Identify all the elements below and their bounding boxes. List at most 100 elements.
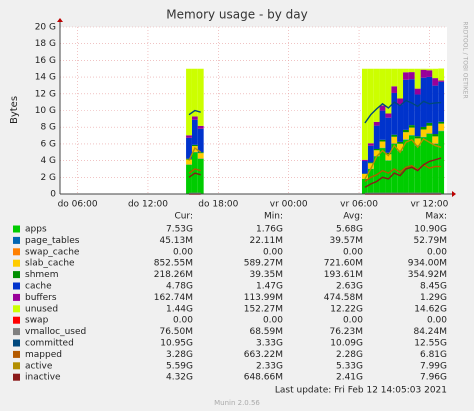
legend-swatch — [13, 305, 20, 313]
area-segment — [397, 68, 404, 99]
area-segment — [438, 121, 445, 124]
legend-stat: 218.26M — [154, 270, 193, 280]
legend-label: inactive — [25, 373, 61, 383]
area-segment — [385, 117, 392, 153]
legend-label: cache — [25, 282, 52, 292]
area-segment — [403, 132, 409, 140]
legend-label: swap_cache — [25, 247, 80, 257]
series-line — [188, 99, 442, 124]
legend-stat: 1.44G — [166, 304, 193, 314]
y-tick-label: 20 G — [35, 23, 56, 33]
area-segment — [414, 94, 421, 137]
area-segment — [197, 125, 204, 129]
legend-stat: 12.22G — [330, 304, 363, 314]
legend-stat: 0.00 — [427, 316, 447, 326]
legend-swatch — [13, 350, 20, 358]
y-tick-label: 14 G — [35, 73, 56, 83]
legend-swatch — [13, 271, 20, 279]
area-segment — [403, 79, 409, 130]
legend-stat: 0.00 — [263, 247, 283, 257]
area-segment — [385, 160, 392, 194]
legend-label: slab_cache — [25, 259, 75, 269]
area-segment — [186, 159, 192, 165]
area-segment — [414, 68, 421, 89]
legend-stat: 474.58M — [324, 293, 363, 303]
series-line — [188, 137, 442, 180]
stats-header: Avg: — [343, 212, 363, 222]
y-tick-label: 0 — [50, 190, 56, 200]
area-segment — [186, 68, 192, 136]
area-segment — [373, 68, 380, 122]
area-segment — [414, 138, 421, 146]
x-tick-label: vr 12:00 — [410, 200, 448, 210]
legend-label: vmalloc_used — [25, 327, 86, 337]
area-segment — [379, 68, 386, 106]
y-tick-label: 16 G — [35, 56, 56, 66]
area-segment — [361, 161, 368, 174]
area-segment — [367, 168, 374, 194]
area-segment — [438, 123, 445, 131]
legend-stat: 5.68G — [336, 225, 363, 235]
area-segment — [397, 141, 404, 144]
area-segment — [361, 68, 368, 160]
area-segment — [379, 139, 386, 142]
area-segment — [367, 162, 374, 164]
area-segment — [426, 76, 433, 123]
legend-stat: 3.33G — [256, 339, 283, 349]
legend-stat: 5.33G — [336, 361, 363, 371]
area-segment — [186, 137, 192, 159]
area-segment — [367, 68, 374, 144]
area-segment — [186, 164, 192, 194]
legend-swatch — [13, 362, 20, 370]
legend-stat: 76.50M — [159, 327, 193, 337]
area-segment — [385, 152, 392, 155]
area-segment — [391, 136, 398, 144]
area-segment — [403, 129, 409, 133]
area-segment — [432, 85, 439, 135]
area-segment — [432, 134, 439, 137]
area-segment — [373, 148, 380, 151]
area-segment — [408, 125, 415, 128]
series-line — [188, 157, 442, 188]
marks-layer — [186, 68, 445, 195]
area-segment — [367, 143, 374, 146]
y-tick-label: 2 G — [40, 173, 56, 183]
area-segment — [397, 98, 404, 105]
legend-stat: 7.53G — [166, 225, 193, 235]
series-line — [188, 163, 442, 183]
area-segment — [420, 126, 427, 130]
x-tick-label: vr 00:00 — [270, 200, 308, 210]
area-segment — [432, 68, 439, 79]
y-tick-label: 8 G — [40, 123, 56, 133]
area-segment — [367, 163, 374, 169]
legend-stat: 2.63G — [336, 282, 363, 292]
legend-stat: 0.00 — [173, 247, 193, 257]
version: Munin 2.0.56 — [214, 399, 260, 407]
area-segment — [379, 141, 386, 148]
y-tick-label: 18 G — [35, 39, 56, 49]
area-segment — [426, 70, 433, 77]
area-segment — [373, 121, 380, 126]
legend-stat: 193.61M — [324, 270, 363, 280]
legend-swatch — [13, 282, 20, 290]
legend-stat: 0.00 — [263, 316, 283, 326]
area-segment — [414, 88, 421, 95]
legend-swatch — [13, 259, 20, 267]
area-segment — [432, 136, 439, 144]
area-segment — [197, 158, 204, 194]
area-segment — [391, 68, 398, 87]
area-segment — [379, 110, 386, 140]
area-segment — [408, 79, 415, 126]
legend-stat: 934.00M — [408, 259, 447, 269]
area-segment — [408, 68, 415, 73]
area-segment — [426, 122, 433, 126]
area-segment — [186, 135, 192, 138]
y-tick-label: 4 G — [40, 156, 56, 166]
legend-stat: 852.55M — [154, 259, 193, 269]
area-segment — [385, 113, 392, 118]
chart-title: Memory usage - by day — [166, 8, 307, 22]
stats-header: Max: — [425, 212, 447, 222]
legend-swatch — [13, 236, 20, 244]
legend-stat: 721.60M — [324, 259, 363, 269]
legend-stat: 22.11M — [249, 236, 283, 246]
